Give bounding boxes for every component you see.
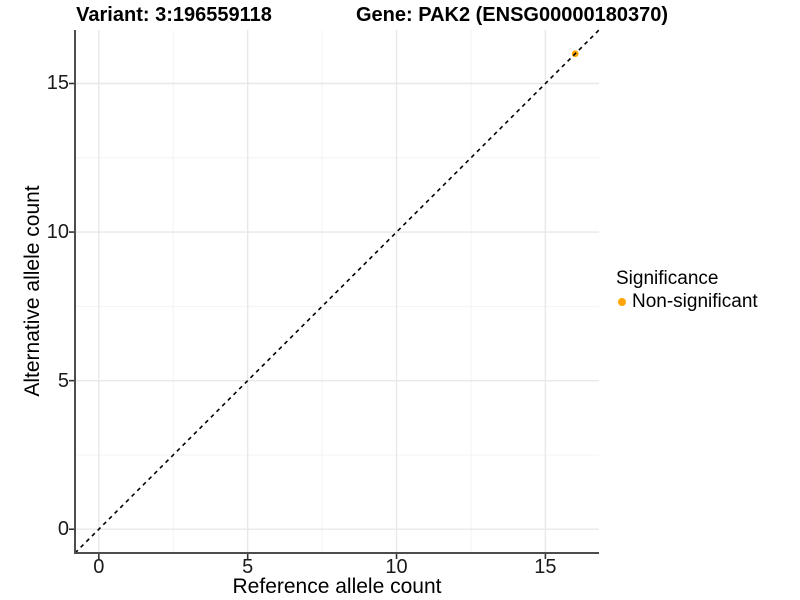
y-tick-label: 10 (46, 221, 69, 244)
x-axis-title: Reference allele count (232, 575, 442, 598)
legend: Significance Non-significant (616, 267, 758, 313)
plot-title-gene: Gene: PAK2 (ENSG00000180370) (355, 4, 669, 26)
x-tick-label: 0 (93, 556, 105, 578)
legend-title: Significance (616, 268, 719, 289)
x-tick-label: 10 (385, 556, 408, 578)
legend-entry-label: Non-significant (632, 291, 758, 312)
legend-point-icon (618, 298, 626, 306)
x-tick-label: 15 (534, 556, 557, 578)
plot-title-variant: Variant: 3:196559118 (76, 4, 272, 26)
y-axis-title: Alternative allele count (21, 185, 44, 397)
y-tick-label: 5 (57, 369, 69, 392)
y-tick-label: 15 (46, 72, 69, 95)
legend-entry: Non-significant (616, 291, 758, 313)
identity-line (74, 29, 600, 554)
x-tick-label: 5 (242, 556, 254, 578)
y-tick-label: 0 (57, 518, 69, 541)
